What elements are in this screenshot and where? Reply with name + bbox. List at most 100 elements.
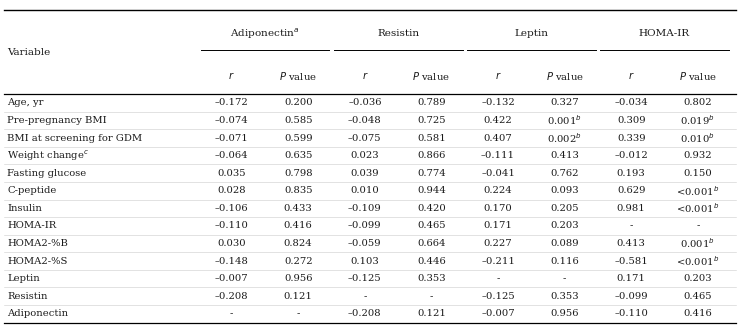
Text: 0.446: 0.446 — [417, 257, 445, 265]
Text: -: - — [696, 221, 699, 230]
Text: –0.125: –0.125 — [481, 292, 515, 301]
Text: –0.208: –0.208 — [215, 292, 249, 301]
Text: 0.664: 0.664 — [417, 239, 445, 248]
Text: –0.106: –0.106 — [215, 204, 249, 213]
Text: 0.762: 0.762 — [551, 169, 579, 178]
Text: 0.001$^b$: 0.001$^b$ — [547, 114, 582, 127]
Text: 0.010$^b$: 0.010$^b$ — [680, 131, 716, 145]
Text: 0.039: 0.039 — [351, 169, 379, 178]
Text: 0.019$^b$: 0.019$^b$ — [680, 114, 716, 127]
Text: <0.001$^b$: <0.001$^b$ — [676, 254, 719, 268]
Text: –0.059: –0.059 — [348, 239, 382, 248]
Text: 0.193: 0.193 — [617, 169, 645, 178]
Text: 0.725: 0.725 — [417, 116, 445, 125]
Text: 0.433: 0.433 — [284, 204, 312, 213]
Text: 0.465: 0.465 — [684, 292, 712, 301]
Text: -: - — [297, 309, 300, 318]
Text: 0.353: 0.353 — [551, 292, 579, 301]
Text: –0.012: –0.012 — [614, 151, 648, 160]
Text: 0.824: 0.824 — [284, 239, 312, 248]
Text: –0.048: –0.048 — [348, 116, 382, 125]
Text: –0.172: –0.172 — [215, 98, 249, 108]
Text: 0.420: 0.420 — [417, 204, 445, 213]
Text: 0.835: 0.835 — [284, 186, 312, 195]
Text: 0.171: 0.171 — [483, 221, 513, 230]
Text: 0.030: 0.030 — [218, 239, 246, 248]
Text: -: - — [497, 274, 500, 283]
Text: 0.422: 0.422 — [484, 116, 512, 125]
Text: 0.035: 0.035 — [218, 169, 246, 178]
Text: –0.099: –0.099 — [614, 292, 648, 301]
Text: 0.932: 0.932 — [684, 151, 712, 160]
Text: 0.089: 0.089 — [551, 239, 579, 248]
Text: $r$: $r$ — [495, 70, 501, 81]
Text: HOMA-IR: HOMA-IR — [639, 29, 690, 38]
Text: 0.116: 0.116 — [551, 257, 579, 265]
Text: 0.774: 0.774 — [417, 169, 445, 178]
Text: -: - — [630, 221, 633, 230]
Text: 0.272: 0.272 — [284, 257, 312, 265]
Text: 0.093: 0.093 — [551, 186, 579, 195]
Text: 0.203: 0.203 — [684, 274, 712, 283]
Text: –0.075: –0.075 — [348, 133, 382, 142]
Text: <0.001$^b$: <0.001$^b$ — [676, 184, 719, 198]
Text: 0.981: 0.981 — [617, 204, 645, 213]
Text: -: - — [430, 292, 433, 301]
Text: 0.309: 0.309 — [617, 116, 645, 125]
Text: -: - — [563, 274, 566, 283]
Text: $P$ value: $P$ value — [279, 70, 317, 82]
Text: 0.802: 0.802 — [684, 98, 712, 108]
Text: 0.327: 0.327 — [551, 98, 579, 108]
Text: $r$: $r$ — [628, 70, 634, 81]
Text: 0.599: 0.599 — [284, 133, 312, 142]
Text: 0.635: 0.635 — [284, 151, 312, 160]
Text: 0.001$^b$: 0.001$^b$ — [680, 237, 716, 250]
Text: –0.041: –0.041 — [481, 169, 515, 178]
Text: BMI at screening for GDM: BMI at screening for GDM — [7, 133, 143, 142]
Text: –0.110: –0.110 — [215, 221, 249, 230]
Text: 0.413: 0.413 — [550, 151, 579, 160]
Text: HOMA2-%S: HOMA2-%S — [7, 257, 68, 265]
Text: –0.007: –0.007 — [481, 309, 515, 318]
Text: -: - — [363, 292, 366, 301]
Text: 0.956: 0.956 — [284, 274, 312, 283]
Text: 0.203: 0.203 — [551, 221, 579, 230]
Text: –0.148: –0.148 — [215, 257, 249, 265]
Text: HOMA2-%B: HOMA2-%B — [7, 239, 68, 248]
Text: Fasting glucose: Fasting glucose — [7, 169, 87, 178]
Text: –0.132: –0.132 — [481, 98, 515, 108]
Text: 0.200: 0.200 — [284, 98, 312, 108]
Text: –0.007: –0.007 — [215, 274, 249, 283]
Text: –0.071: –0.071 — [215, 133, 249, 142]
Text: 0.465: 0.465 — [417, 221, 445, 230]
Text: 0.150: 0.150 — [684, 169, 712, 178]
Text: 0.585: 0.585 — [284, 116, 312, 125]
Text: HOMA-IR: HOMA-IR — [7, 221, 57, 230]
Text: 0.866: 0.866 — [417, 151, 445, 160]
Text: $r$: $r$ — [229, 70, 235, 81]
Text: –0.036: –0.036 — [348, 98, 382, 108]
Text: 0.023: 0.023 — [351, 151, 379, 160]
Text: Leptin: Leptin — [7, 274, 40, 283]
Text: –0.109: –0.109 — [348, 204, 382, 213]
Text: 0.121: 0.121 — [283, 292, 313, 301]
Text: 0.956: 0.956 — [551, 309, 579, 318]
Text: –0.034: –0.034 — [614, 98, 648, 108]
Text: 0.416: 0.416 — [284, 221, 312, 230]
Text: $P$ value: $P$ value — [545, 70, 584, 82]
Text: Age, yr: Age, yr — [7, 98, 44, 108]
Text: Resistin: Resistin — [377, 29, 419, 38]
Text: $P$ value: $P$ value — [679, 70, 717, 82]
Text: 0.581: 0.581 — [417, 133, 445, 142]
Text: 0.407: 0.407 — [484, 133, 512, 142]
Text: 0.416: 0.416 — [684, 309, 712, 318]
Text: Resistin: Resistin — [7, 292, 48, 301]
Text: 0.171: 0.171 — [616, 274, 646, 283]
Text: $r$: $r$ — [362, 70, 368, 81]
Text: Adiponectin: Adiponectin — [7, 309, 69, 318]
Text: 0.170: 0.170 — [484, 204, 512, 213]
Text: 0.121: 0.121 — [417, 309, 446, 318]
Text: 0.103: 0.103 — [351, 257, 379, 265]
Text: Variable: Variable — [7, 48, 50, 56]
Text: 0.010: 0.010 — [351, 186, 379, 195]
